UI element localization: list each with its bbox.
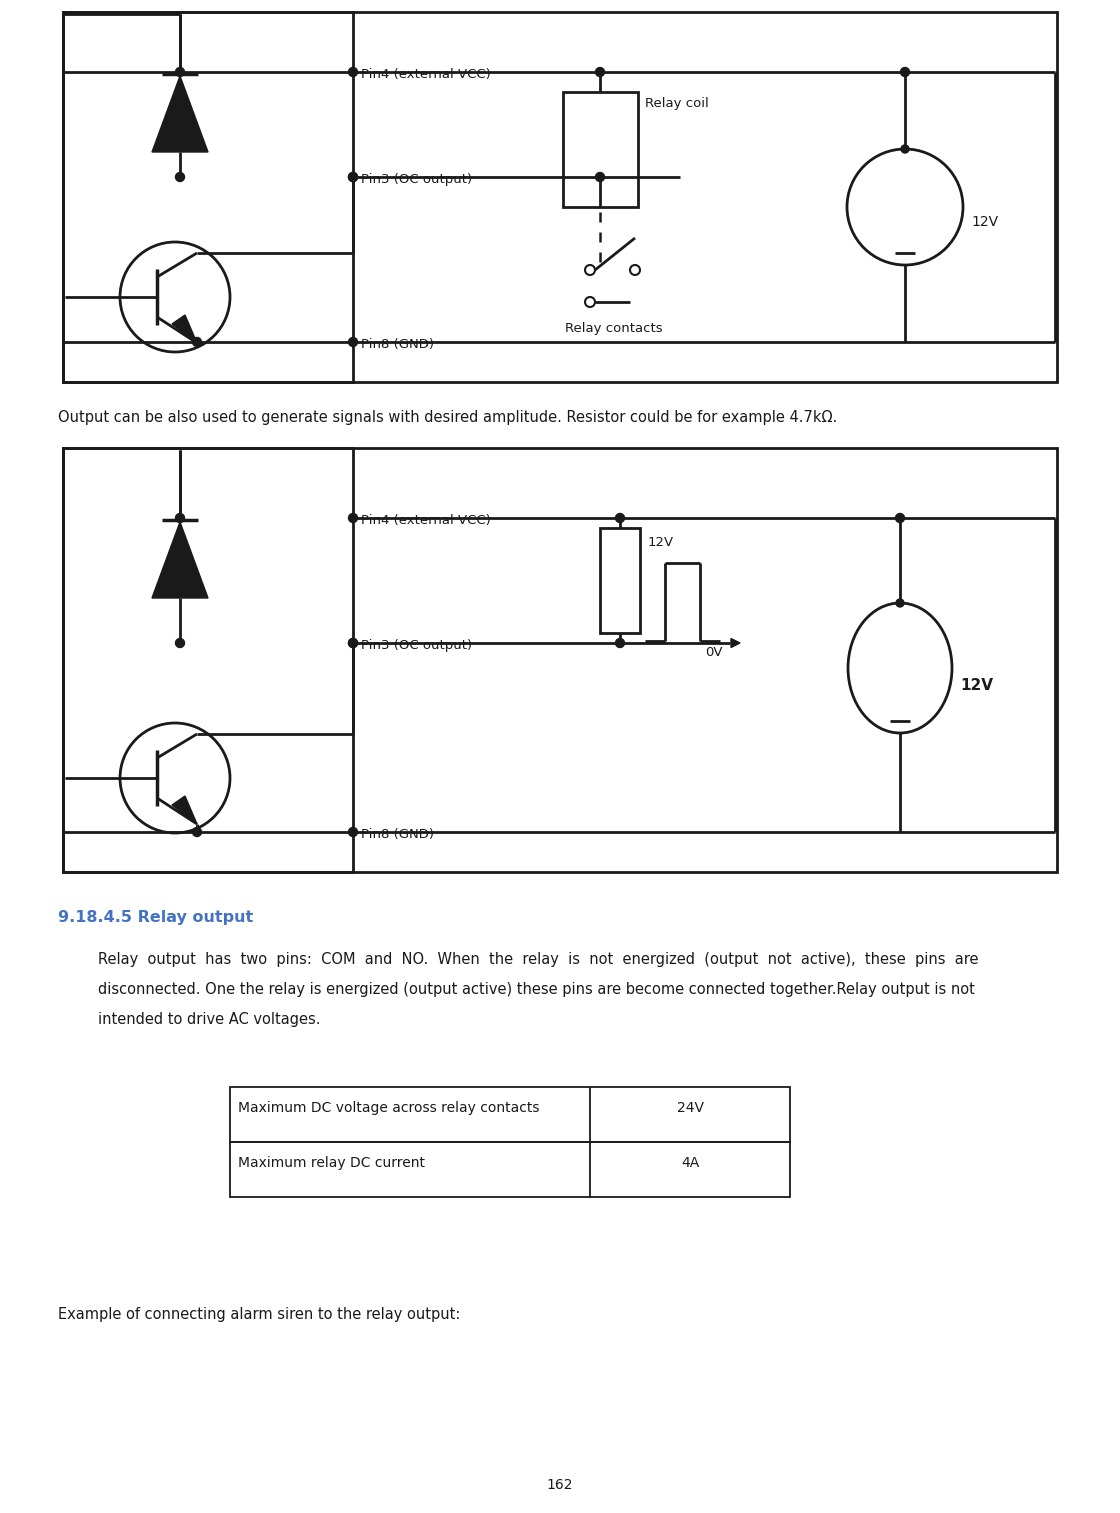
Text: Maximum DC voltage across relay contacts: Maximum DC voltage across relay contacts (237, 1101, 540, 1115)
Circle shape (596, 68, 605, 77)
Text: 12V: 12V (648, 536, 674, 549)
Text: 12V: 12V (971, 215, 998, 228)
Polygon shape (152, 522, 208, 598)
Circle shape (348, 172, 357, 182)
Circle shape (348, 337, 357, 346)
Circle shape (900, 145, 909, 153)
Circle shape (176, 638, 185, 648)
Circle shape (348, 68, 357, 77)
Text: Pin8 (GND): Pin8 (GND) (361, 337, 435, 351)
Circle shape (896, 599, 904, 607)
Circle shape (176, 513, 185, 522)
Text: Relay  output  has  two  pins:  COM  and  NO.  When  the  relay  is  not  energi: Relay output has two pins: COM and NO. W… (99, 952, 979, 967)
Text: 12V: 12V (960, 678, 993, 693)
Text: Pin8 (GND): Pin8 (GND) (361, 828, 435, 841)
Text: 0V: 0V (704, 646, 722, 660)
Circle shape (348, 828, 357, 837)
Circle shape (193, 828, 202, 837)
Text: Maximum relay DC current: Maximum relay DC current (237, 1156, 424, 1170)
Text: 24V: 24V (676, 1101, 703, 1115)
Circle shape (348, 638, 357, 648)
Polygon shape (172, 315, 197, 343)
Circle shape (596, 172, 605, 182)
Bar (63, 12, 1057, 381)
Polygon shape (731, 638, 740, 648)
Text: Output can be also used to generate signals with desired amplitude. Resistor cou: Output can be also used to generate sign… (58, 410, 838, 425)
Text: intended to drive AC voltages.: intended to drive AC voltages. (99, 1012, 320, 1027)
Bar (600, 528, 640, 632)
Circle shape (616, 638, 625, 648)
Circle shape (348, 172, 357, 182)
Polygon shape (152, 76, 208, 151)
Text: Pin4 (external VCC): Pin4 (external VCC) (361, 514, 491, 527)
Polygon shape (172, 796, 197, 825)
Circle shape (176, 172, 185, 182)
Circle shape (193, 337, 202, 346)
Text: Pin3 (OC output): Pin3 (OC output) (361, 638, 473, 652)
Bar (63, 12, 353, 381)
Text: Relay contacts: Relay contacts (564, 322, 663, 334)
Text: Example of connecting alarm siren to the relay output:: Example of connecting alarm siren to the… (58, 1307, 460, 1322)
Bar (63, 448, 353, 871)
Circle shape (348, 513, 357, 522)
Text: Pin3 (OC output): Pin3 (OC output) (361, 172, 473, 186)
Circle shape (900, 68, 909, 77)
Bar (230, 1086, 790, 1142)
Text: 4A: 4A (681, 1156, 699, 1170)
Text: Pin4 (external VCC): Pin4 (external VCC) (361, 68, 491, 82)
Bar (230, 1142, 790, 1197)
Circle shape (348, 638, 357, 648)
Circle shape (896, 513, 905, 522)
Circle shape (176, 68, 185, 77)
Bar (563, 92, 638, 207)
Text: disconnected. One the relay is energized (output active) these pins are become c: disconnected. One the relay is energized… (99, 982, 974, 997)
Text: Relay coil: Relay coil (645, 97, 709, 110)
Text: 9.18.4.5 Relay output: 9.18.4.5 Relay output (58, 909, 253, 924)
Text: 162: 162 (547, 1478, 573, 1492)
Bar (63, 448, 1057, 871)
Circle shape (616, 513, 625, 522)
